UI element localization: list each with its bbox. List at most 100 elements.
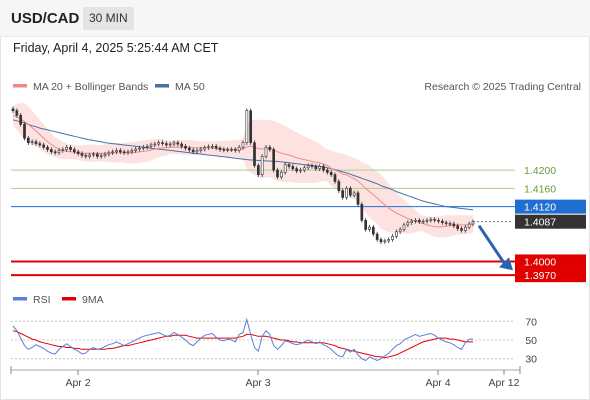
candle (157, 142, 161, 145)
candle (329, 172, 333, 175)
candle (241, 142, 245, 148)
candle (214, 146, 218, 149)
candle (245, 110, 249, 143)
candle (456, 225, 460, 229)
candle (421, 220, 425, 223)
candle (364, 220, 368, 230)
candle (272, 149, 276, 171)
candle (107, 152, 111, 155)
legend-swatch-9ma (62, 297, 76, 301)
bollinger-band-area (13, 102, 473, 238)
price-level-label: 1.4120 (524, 202, 556, 214)
candle (195, 150, 199, 153)
candle (49, 149, 53, 153)
candle (141, 146, 145, 149)
candle (268, 146, 272, 150)
candle (76, 151, 80, 154)
candle (383, 240, 387, 243)
candle (19, 114, 23, 125)
credit-text: Research © 2025 Trading Central (424, 81, 581, 93)
candle (122, 151, 126, 154)
candle (314, 166, 318, 170)
candle (180, 143, 184, 147)
candle (467, 223, 471, 228)
candle (130, 150, 134, 153)
candle (256, 165, 260, 175)
candle (226, 149, 230, 151)
candle (379, 239, 383, 243)
candle (410, 220, 414, 223)
legend-swatch-ma20 (13, 84, 27, 88)
time-tick-label: Apr 2 (65, 377, 90, 389)
candle (161, 142, 164, 144)
candle (149, 144, 153, 147)
candle (299, 169, 302, 172)
candle (306, 165, 310, 169)
candle (164, 143, 168, 146)
legend-label-ma20: MA 20 + Bollinger Bands (33, 81, 148, 93)
chart-header: USD/CAD 30 MIN (0, 0, 590, 37)
price-chart: 1.4200 1.4160 1.4120 1.4087 1.4000 1.3970 (11, 102, 586, 283)
legend-swatch-ma50 (155, 84, 169, 88)
price-level-label: 1.4087 (524, 217, 556, 229)
ma50-line (12, 119, 474, 211)
candle (199, 148, 203, 151)
candle (34, 141, 38, 144)
rsi-tick-label: 70 (525, 316, 537, 328)
legend-swatch-rsi (13, 297, 27, 301)
candle (371, 226, 375, 235)
candle (260, 156, 264, 175)
time-tick-label: Apr 12 (489, 377, 520, 389)
candle (295, 168, 299, 172)
candle (184, 146, 187, 149)
candle (345, 188, 348, 198)
candle (172, 142, 176, 145)
candle (26, 137, 30, 143)
candle (318, 166, 322, 170)
candle (61, 149, 65, 151)
timeframe-badge[interactable]: 30 MIN (83, 7, 134, 30)
candle (53, 151, 57, 154)
price-label-box (515, 254, 586, 269)
candle (310, 165, 314, 167)
candle (88, 154, 92, 157)
candle (356, 192, 360, 205)
price-label-box (515, 214, 586, 229)
candle (253, 142, 256, 166)
candle (153, 143, 157, 146)
price-label-box (515, 268, 586, 283)
candle (99, 155, 103, 157)
candle (279, 172, 283, 178)
candle (65, 146, 69, 150)
candle (437, 220, 440, 222)
candle (115, 150, 118, 153)
candle (341, 190, 345, 198)
candle (187, 147, 191, 151)
candle (425, 220, 429, 222)
candle (264, 146, 268, 157)
main-legend: MA 20 + Bollinger Bands MA 50 Research ©… (13, 81, 581, 93)
candle (440, 220, 444, 223)
candle (448, 223, 452, 225)
rsi-tick-label: 50 (525, 335, 537, 347)
candle (145, 146, 149, 148)
candle (92, 153, 95, 156)
candle (287, 164, 291, 167)
candle (138, 147, 141, 150)
candle (111, 151, 115, 154)
candle (414, 220, 417, 222)
candle (15, 110, 19, 116)
candle (283, 164, 287, 173)
candle (444, 222, 448, 224)
candle (69, 146, 72, 150)
candle (11, 108, 15, 112)
candle (134, 148, 138, 151)
candle (276, 169, 279, 178)
candle (360, 204, 364, 221)
candle (463, 226, 467, 231)
timestamp: Friday, April 4, 2025 5:25:44 AM CET (13, 41, 219, 55)
price-level-label: 1.4200 (524, 165, 556, 177)
candle (302, 167, 306, 171)
time-axis: Apr 2 Apr 3 Apr 4 Apr 12 (10, 366, 521, 389)
